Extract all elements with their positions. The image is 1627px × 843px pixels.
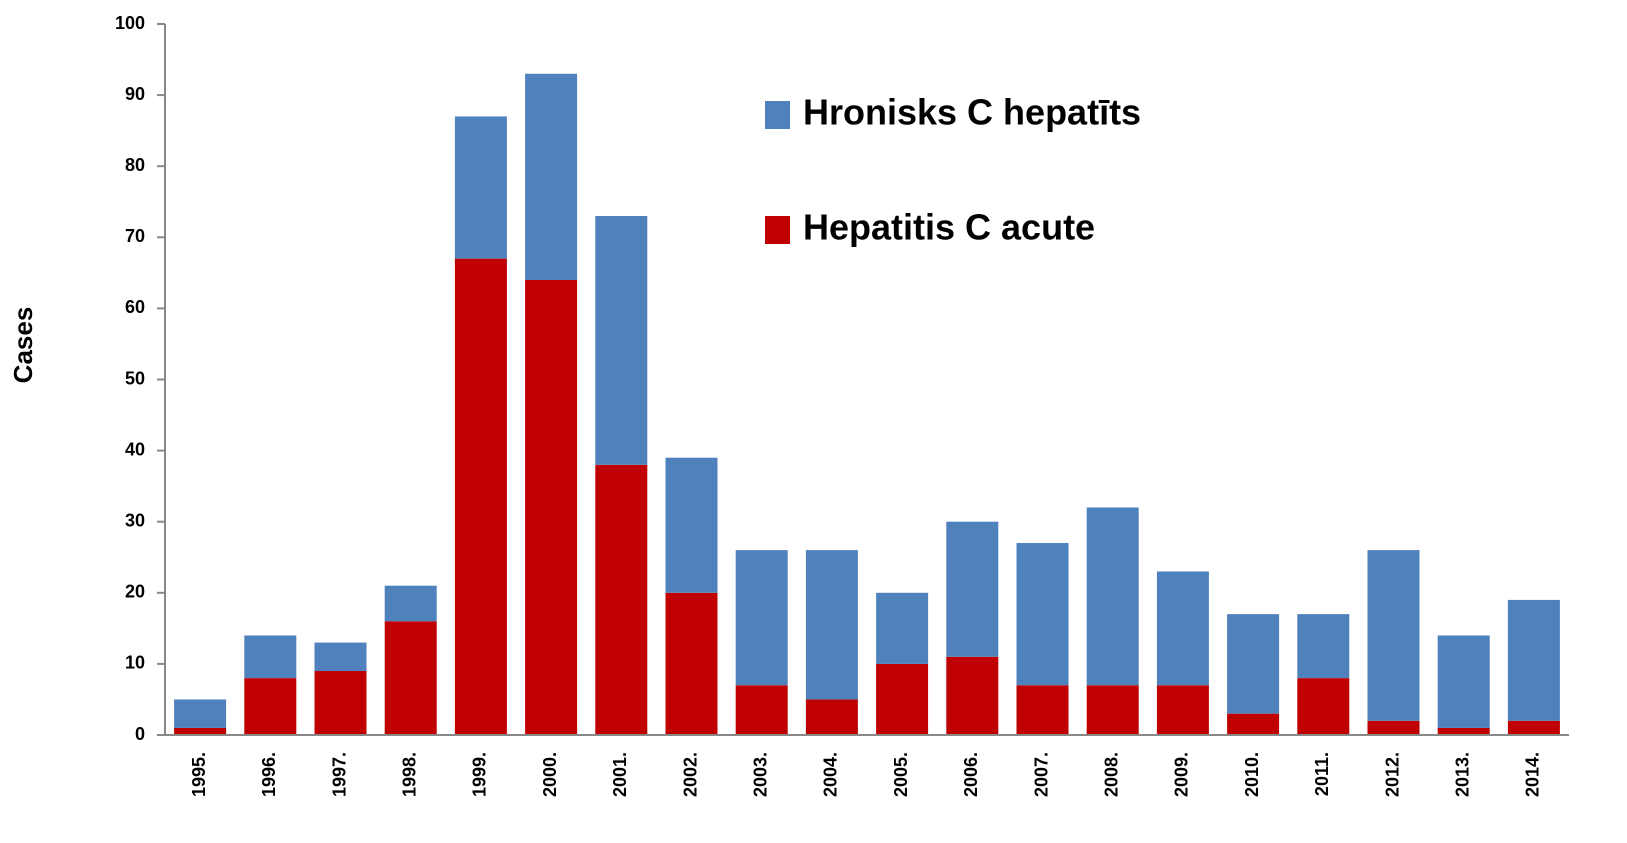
- x-tick-label: 2013.: [1452, 752, 1472, 797]
- bar-segment: [946, 656, 999, 735]
- bar-segment: [876, 592, 929, 664]
- bar-segment: [384, 621, 437, 735]
- bar-segment: [805, 550, 858, 700]
- y-tick-label: 0: [135, 724, 145, 744]
- y-tick-label: 80: [125, 155, 145, 175]
- bar-segment: [1437, 727, 1490, 735]
- bar-segment: [314, 671, 367, 735]
- x-tick-label: 1996.: [259, 752, 279, 797]
- bar-segment: [805, 699, 858, 735]
- bar-segment: [1016, 543, 1069, 686]
- x-tick-label: 2011.: [1312, 752, 1332, 796]
- bar-segment: [454, 258, 507, 735]
- y-tick-label: 40: [125, 439, 145, 459]
- bar-segment: [595, 215, 648, 465]
- bar-segment: [735, 685, 788, 735]
- bar-segment: [1227, 713, 1280, 735]
- y-tick-label: 60: [125, 297, 145, 317]
- bar-segment: [876, 663, 929, 735]
- legend-label: Hronisks C hepatīts: [803, 92, 1141, 133]
- x-tick-label: 2000.: [540, 752, 560, 797]
- y-tick-label: 50: [125, 368, 145, 388]
- x-tick-label: 2002.: [680, 752, 700, 797]
- bar-segment: [1156, 571, 1209, 686]
- bar-segment: [174, 727, 227, 735]
- bar-segment: [244, 635, 297, 679]
- x-tick-label: 1995.: [189, 752, 209, 797]
- bar-segment: [946, 521, 999, 657]
- bar-segment: [1297, 678, 1350, 735]
- bar-segment: [1297, 614, 1350, 679]
- y-tick-label: 70: [125, 226, 145, 246]
- bar-segment: [1437, 635, 1490, 728]
- bar-segment: [1507, 720, 1560, 735]
- bar-segment: [314, 642, 367, 672]
- x-tick-label: 2014.: [1523, 752, 1543, 797]
- y-tick-label: 20: [125, 582, 145, 602]
- bar-segment: [174, 699, 227, 728]
- x-tick-label: 2012.: [1382, 752, 1402, 797]
- bar-segment: [735, 550, 788, 686]
- x-tick-label: 1998.: [399, 752, 419, 797]
- y-tick-label: 90: [125, 84, 145, 104]
- bar-segment: [665, 457, 718, 593]
- bar-segment: [1086, 507, 1139, 686]
- x-tick-label: 2006.: [961, 752, 981, 797]
- bar-segment: [1156, 685, 1209, 735]
- bar-segment: [1016, 685, 1069, 735]
- x-tick-label: 2008.: [1101, 752, 1121, 797]
- legend-swatch: [765, 216, 790, 244]
- bar-segment: [1507, 599, 1560, 721]
- x-tick-label: 2004.: [821, 752, 841, 797]
- bar-segment: [244, 678, 297, 735]
- bar-segment: [1367, 720, 1420, 735]
- y-axis-label: Cases: [8, 307, 38, 384]
- x-tick-label: 2007.: [1031, 752, 1051, 797]
- y-tick-label: 10: [125, 653, 145, 673]
- bar-segment: [384, 585, 437, 622]
- x-tick-label: 2001.: [610, 752, 630, 797]
- bar-segment: [525, 279, 578, 735]
- bar-segment: [454, 116, 507, 259]
- bar-segment: [595, 464, 648, 735]
- bar-segment: [1086, 685, 1139, 735]
- x-tick-label: 1997.: [329, 752, 349, 797]
- x-tick-label: 2010.: [1242, 752, 1262, 797]
- bar-segment: [665, 592, 718, 735]
- bar-segment: [1227, 614, 1280, 714]
- bar-segment: [525, 73, 578, 280]
- y-tick-label: 30: [125, 510, 145, 530]
- x-tick-label: 2009.: [1172, 752, 1192, 797]
- x-tick-label: 2003.: [750, 752, 770, 797]
- y-tick-label: 100: [115, 13, 145, 33]
- x-tick-label: 1999.: [470, 752, 490, 797]
- x-tick-label: 2005.: [891, 752, 911, 797]
- legend-swatch: [765, 101, 790, 129]
- bar-segment: [1367, 550, 1420, 721]
- legend-label: Hepatitis C acute: [803, 207, 1095, 248]
